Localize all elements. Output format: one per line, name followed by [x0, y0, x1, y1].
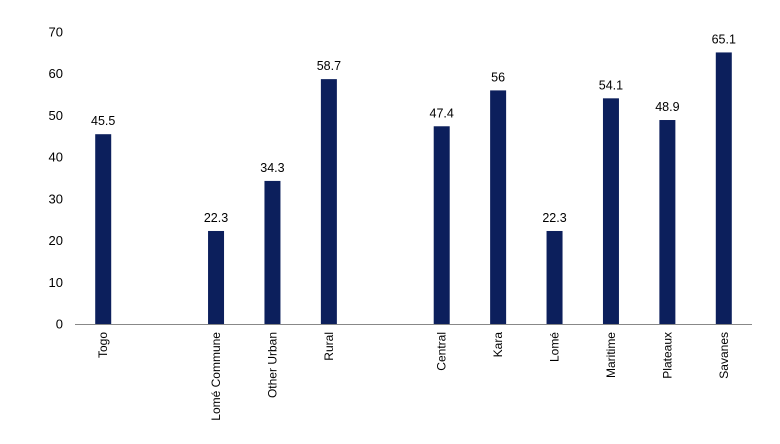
y-tick-label-40: 40: [49, 150, 63, 165]
category-label-other-urban: Other Urban: [265, 332, 279, 398]
data-label-kara: 56: [491, 70, 505, 84]
bar-other-urban: [264, 180, 281, 324]
data-label-maritime: 54.1: [599, 78, 623, 92]
bars-group: [95, 52, 732, 325]
category-label-central: Central: [435, 332, 449, 371]
category-label-lom-: Lomé: [548, 332, 562, 362]
bar-lom-: [546, 230, 563, 324]
data-labels-group: 45.5 22.3 34.3 58.7 47.4 56 22.3 54.1 48.9 65.1: [91, 32, 736, 225]
category-labels-group: Togo Lomé Commune Other Urban Rural Central K…: [96, 332, 731, 421]
data-label-central: 47.4: [430, 106, 454, 120]
data-label-savanes: 65.1: [712, 32, 736, 46]
y-tick-label-60: 60: [49, 66, 63, 81]
y-tick-label-10: 10: [49, 275, 63, 290]
bar-togo: [95, 134, 112, 324]
y-tick-label-50: 50: [49, 108, 63, 123]
category-label-savanes: Savanes: [717, 332, 731, 379]
y-tick-label-0: 0: [56, 317, 63, 332]
bar-kara: [490, 90, 507, 325]
category-label-lom-commune: Lomé Commune: [209, 332, 223, 421]
bar-plateaux: [659, 120, 676, 324]
category-label-plateaux: Plateaux: [660, 332, 674, 379]
bar-lom-commune: [208, 230, 225, 324]
data-label-rural: 58.7: [317, 59, 341, 73]
category-label-rural: Rural: [322, 332, 336, 361]
y-tick-label-70: 70: [49, 25, 63, 40]
data-label-lom-commune: 22.3: [204, 211, 228, 225]
bar-central: [433, 126, 450, 324]
y-tick-label-20: 20: [49, 233, 63, 248]
bar-rural: [320, 79, 337, 324]
data-label-other-urban: 34.3: [260, 161, 284, 175]
category-label-kara: Kara: [491, 332, 505, 358]
bar-maritime: [602, 98, 619, 324]
y-tick-label-30: 30: [49, 191, 63, 206]
category-label-maritime: Maritime: [604, 332, 618, 378]
y-axis-ticks: 0 10 20 30 40 50 60 70: [49, 25, 63, 332]
data-label-togo: 45.5: [91, 114, 115, 128]
category-label-togo: Togo: [96, 332, 110, 358]
data-label-plateaux: 48.9: [655, 100, 679, 114]
data-label-lom-: 22.3: [542, 211, 566, 225]
bar-savanes: [715, 52, 732, 324]
